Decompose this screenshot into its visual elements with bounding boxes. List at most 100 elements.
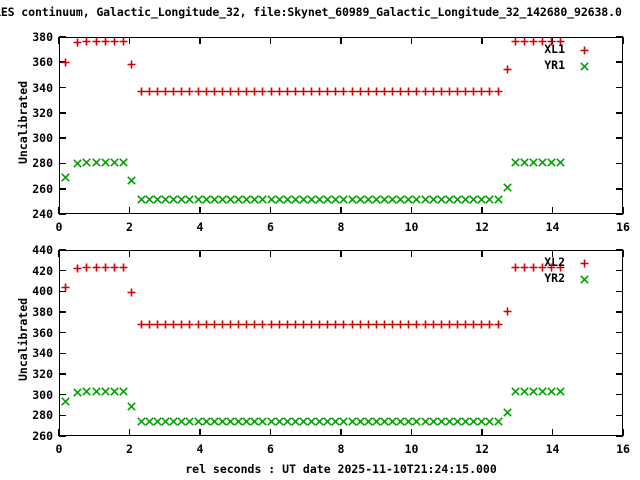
x-tick-top-bottom — [269, 250, 272, 257]
y-tick-label-bottom: 360 — [32, 325, 53, 340]
y-tick-top — [59, 187, 66, 190]
legend-label-YR2[interactable]: YR2 — [544, 271, 565, 285]
y-tick-bottom — [59, 311, 66, 313]
y-tick-label-top: 360 — [32, 55, 53, 70]
x-tick-top-bottom — [58, 250, 60, 257]
legend-symbol-YR1 — [580, 61, 589, 74]
x-tick-bottom — [481, 429, 483, 436]
x-tick-top — [551, 207, 554, 214]
x-tick-top-bottom — [340, 250, 342, 257]
x-tick-label-top: 4 — [196, 220, 204, 234]
legend-label-XL2[interactable]: XL2 — [544, 255, 565, 269]
y-tick-bottom — [59, 290, 66, 293]
y-tick-label-bottom: 440 — [32, 243, 53, 257]
x-tick-label-top: 10 — [404, 220, 419, 234]
x-tick-top-bottom — [199, 250, 201, 257]
y-tick-label-bottom: 380 — [32, 305, 53, 319]
y-tick-right-top — [616, 162, 623, 165]
y-tick-label-top: 320 — [32, 105, 53, 120]
y-tick-label-top: 340 — [32, 80, 53, 95]
x-tick-top-top — [481, 37, 483, 44]
x-tick-label-bottom: 10 — [404, 442, 419, 456]
legend-symbol-YR2 — [580, 274, 589, 287]
x-tick-label-top: 0 — [55, 220, 63, 234]
x-tick-label-top: 12 — [475, 220, 489, 234]
x-tick-top — [340, 207, 342, 214]
y-tick-bottom — [59, 249, 66, 251]
y-tick-label-top: 280 — [32, 156, 53, 171]
x-tick-bottom — [199, 429, 201, 436]
x-tick-label-top: 8 — [337, 220, 345, 234]
x-tick-top-top — [340, 37, 342, 44]
y-tick-bottom — [59, 393, 66, 396]
x-tick-bottom — [340, 429, 342, 436]
y-tick-label-bottom: 300 — [32, 387, 53, 402]
y-tick-label-bottom: 280 — [32, 408, 53, 423]
x-tick-label-top: 16 — [616, 220, 630, 234]
y-tick-right-bottom — [616, 269, 623, 272]
x-tick-top — [269, 207, 272, 214]
x-tick-label-bottom: 4 — [196, 442, 204, 456]
y-tick-right-top — [616, 112, 623, 114]
x-tick-top-bottom — [551, 250, 554, 257]
x-tick-bottom — [269, 429, 272, 436]
y-tick-right-top — [616, 137, 623, 139]
x-tick-top — [58, 207, 60, 214]
legend-label-YR1[interactable]: YR1 — [544, 58, 565, 72]
x-tick-top-bottom — [410, 250, 413, 257]
x-tick-label-bottom: 0 — [55, 442, 63, 456]
y-tick-label-top: 240 — [32, 207, 53, 221]
legend-label-XL1[interactable]: XL1 — [544, 42, 565, 56]
page-title: RES continuum, Galactic_Longitude_32, fi… — [0, 5, 622, 19]
y-tick-bottom — [59, 352, 66, 355]
legend-symbol-XL2 — [580, 258, 589, 271]
y-tick-label-top: 260 — [32, 181, 53, 196]
x-tick-top-bottom — [622, 250, 624, 257]
x-tick-top-bottom — [128, 250, 131, 257]
plot-area-bottom — [59, 250, 623, 436]
y-tick-top — [59, 213, 66, 215]
x-tick-bottom — [551, 429, 554, 436]
x-tick-bottom — [410, 429, 413, 436]
y-tick-top — [59, 162, 66, 165]
x-tick-label-top: 6 — [267, 220, 274, 234]
y-tick-bottom — [59, 373, 66, 375]
y-tick-label-bottom: 340 — [32, 346, 53, 361]
y-tick-right-bottom — [616, 352, 623, 355]
x-tick-top — [481, 207, 483, 214]
y-tick-bottom — [59, 331, 66, 334]
y-tick-label-bottom: 400 — [32, 284, 53, 299]
x-tick-label-bottom: 12 — [475, 442, 489, 456]
y-tick-right-bottom — [616, 435, 623, 437]
x-tick-bottom — [58, 429, 60, 436]
y-tick-bottom — [59, 414, 66, 417]
x-tick-label-bottom: 6 — [267, 442, 274, 456]
y-tick-right-top — [616, 36, 623, 38]
x-tick-bottom — [622, 429, 624, 436]
x-tick-top-top — [128, 37, 131, 44]
y-tick-top — [59, 36, 66, 38]
x-tick-top-top — [199, 37, 201, 44]
x-tick-top-top — [410, 37, 413, 44]
y-tick-top — [59, 137, 66, 139]
y-tick-right-bottom — [616, 414, 623, 417]
legend-symbol-XL1 — [580, 45, 589, 58]
x-tick-top — [622, 207, 624, 214]
y-tick-right-top — [616, 187, 623, 190]
x-tick-label-top: 2 — [126, 220, 133, 234]
x-tick-bottom — [128, 429, 131, 436]
y-tick-right-bottom — [616, 290, 623, 293]
y-tick-right-bottom — [616, 393, 623, 396]
y-tick-right-bottom — [616, 311, 623, 313]
x-tick-label-bottom: 16 — [616, 442, 630, 456]
x-tick-top-top — [58, 37, 60, 44]
y-tick-right-top — [616, 86, 623, 89]
x-tick-label-top: 14 — [545, 220, 560, 234]
x-tick-top — [128, 207, 131, 214]
y-axis-title-bottom: Uncalibrated — [16, 297, 30, 381]
x-tick-top — [199, 207, 201, 214]
y-tick-right-bottom — [616, 373, 623, 375]
y-tick-bottom — [59, 435, 66, 437]
